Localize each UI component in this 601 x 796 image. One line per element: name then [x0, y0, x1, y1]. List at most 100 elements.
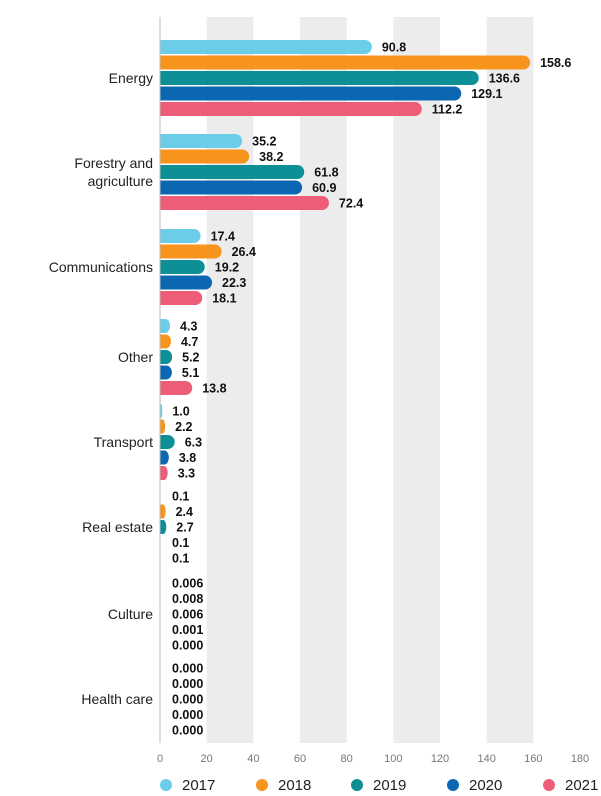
bar [160, 365, 172, 380]
value-label: 13.8 [202, 382, 226, 396]
value-label: 4.3 [180, 320, 197, 334]
value-label: 26.4 [232, 245, 256, 259]
value-label: 5.1 [182, 366, 199, 380]
bar [160, 291, 203, 305]
category-label: Real estate [82, 519, 153, 535]
value-label: 18.1 [212, 292, 236, 306]
value-label: 0.000 [172, 677, 203, 691]
bar [160, 86, 462, 101]
value-label: 4.7 [181, 335, 198, 349]
bar [160, 450, 169, 465]
x-tick-label: 20 [201, 753, 213, 765]
legend-label: 2021 [565, 777, 598, 794]
value-label: 3.3 [178, 467, 195, 481]
value-label: 38.2 [259, 150, 283, 164]
bar [160, 466, 168, 480]
category-label: agriculture [88, 173, 154, 189]
legend: 2017 2018 2019 2020 2021 [160, 777, 598, 794]
bar [160, 149, 250, 164]
legend-marker [351, 779, 363, 791]
value-label: 0.1 [172, 490, 189, 504]
value-label: 61.8 [314, 166, 338, 180]
bar [160, 260, 205, 274]
grid-band [300, 17, 347, 743]
value-label: 3.8 [179, 451, 196, 465]
value-label: 2.4 [176, 505, 193, 519]
value-label: 35.2 [252, 135, 276, 149]
bars-layer [160, 40, 531, 534]
bar [160, 180, 303, 195]
x-tick-label: 0 [157, 753, 163, 765]
category-label: Culture [108, 606, 153, 622]
value-label: 6.3 [185, 436, 202, 450]
category-label: Health care [81, 691, 153, 707]
category-label: Forestry and [74, 155, 153, 171]
bar [160, 381, 193, 395]
grid-band [206, 17, 254, 743]
bar [160, 404, 163, 418]
x-tick-label: 160 [524, 753, 542, 765]
bar [160, 55, 531, 70]
grid-bands [206, 17, 534, 743]
bar [160, 350, 173, 364]
legend-marker [256, 779, 268, 791]
value-label: 136.6 [489, 72, 520, 86]
category-label: Communications [49, 259, 153, 275]
x-tick-label: 40 [247, 753, 259, 765]
x-tick-label: 120 [431, 753, 449, 765]
value-label: 0.1 [172, 552, 189, 566]
value-label: 1.0 [172, 405, 189, 419]
x-tick-label: 80 [341, 753, 353, 765]
value-labels-layer: 90.8 35.2 17.4 4.3 1.0 0.1 0.006 0.000 158.6 38.2… [172, 41, 571, 738]
x-tick-label: 140 [477, 753, 495, 765]
bar [160, 419, 166, 434]
bar [160, 520, 167, 534]
legend-label: 2017 [182, 777, 215, 794]
legend-marker [160, 779, 172, 791]
x-tick-label: 180 [571, 753, 589, 765]
bar [160, 71, 479, 85]
value-label: 22.3 [222, 276, 246, 290]
bar [160, 196, 329, 210]
bar [160, 102, 422, 117]
category-label: Other [118, 349, 153, 365]
bar [160, 244, 222, 259]
value-label: 0.000 [172, 708, 203, 722]
bar [160, 334, 171, 349]
value-label: 2.7 [176, 521, 193, 535]
x-tick-labels: 0 20 40 60 80 100 120 140 160 180 [157, 753, 589, 765]
grid-band [486, 17, 534, 743]
bar [160, 504, 166, 519]
grid-band [393, 17, 440, 743]
legend-marker [543, 779, 555, 791]
value-label: 0.000 [172, 724, 203, 738]
value-label: 0.000 [172, 639, 203, 653]
legend-marker [447, 779, 459, 791]
value-label: 0.000 [172, 662, 203, 676]
legend-label: 2018 [278, 777, 311, 794]
bar [160, 40, 372, 54]
value-label: 129.1 [471, 87, 502, 101]
value-label: 0.000 [172, 693, 203, 707]
value-label: 19.2 [215, 261, 239, 275]
value-label: 17.4 [211, 230, 235, 244]
category-label: Transport [94, 434, 154, 450]
legend-label: 2019 [373, 777, 406, 794]
legend-label: 2020 [469, 777, 502, 794]
value-label: 112.2 [432, 103, 463, 117]
value-label: 158.6 [540, 56, 571, 70]
value-label: 0.006 [172, 577, 203, 591]
x-tick-label: 60 [294, 753, 306, 765]
category-label: Energy [109, 70, 153, 86]
value-label: 0.001 [172, 623, 203, 637]
value-label: 2.2 [175, 420, 192, 434]
x-tick-label: 100 [384, 753, 402, 765]
bar [160, 134, 243, 148]
bar [160, 319, 171, 333]
value-label: 0.1 [172, 536, 189, 550]
category-labels-layer: Energy Forestry and agriculture Communicati… [49, 70, 154, 707]
value-label: 72.4 [339, 197, 363, 211]
value-label: 0.008 [172, 592, 203, 606]
value-label: 60.9 [312, 181, 336, 195]
